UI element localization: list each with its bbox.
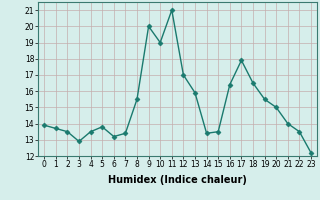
X-axis label: Humidex (Indice chaleur): Humidex (Indice chaleur): [108, 175, 247, 185]
